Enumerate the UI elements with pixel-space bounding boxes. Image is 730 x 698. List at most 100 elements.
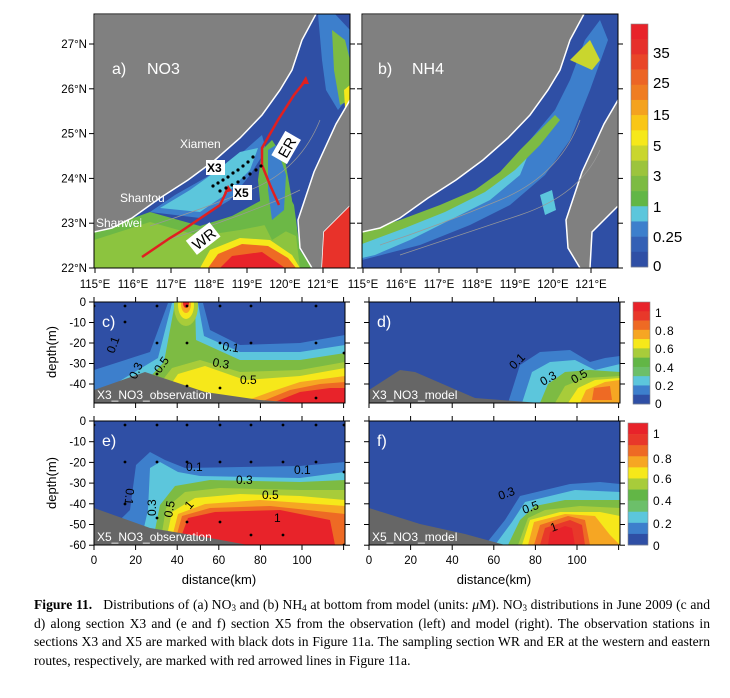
- colorbar-swatch: [631, 221, 648, 237]
- section-f-name: X5_NO3_model: [372, 530, 457, 544]
- mainland-land: [94, 14, 317, 233]
- lat-tick-label: 23°N: [61, 218, 87, 230]
- colorbar-swatch: [628, 467, 648, 479]
- lon-tick-label: 117°E: [156, 279, 187, 291]
- colorbar-label: 0.8: [655, 324, 675, 338]
- depth-tick-label: -10: [69, 437, 86, 449]
- distance-tick-label: 60: [487, 555, 500, 567]
- section-d-name: X3_NO3_model: [372, 388, 457, 402]
- caption-subscript: 4: [302, 603, 307, 613]
- section-panel-c: [94, 302, 345, 403]
- colorbar-swatch: [633, 320, 650, 331]
- distance-tick-label: 60: [212, 555, 225, 567]
- map-b-title: NH4: [412, 61, 444, 78]
- map-a-frame: [93, 13, 351, 269]
- contour-label: 0.3: [211, 355, 230, 372]
- contour-label: 0.5: [161, 499, 178, 518]
- colorbar-swatch: [628, 456, 648, 468]
- colorbar-swatch: [633, 302, 650, 312]
- lat-tick-label: 24°N: [61, 173, 87, 185]
- seabed: [369, 508, 505, 545]
- distance-tick-label: 0: [366, 555, 372, 567]
- colorbar-swatch: [628, 533, 648, 546]
- depth-tick-label: -60: [69, 540, 86, 552]
- map-axis-ticks: 27°N 26°N 25°N 24°N 23°N 22°N 115°E 116°E 117°E 1…: [61, 39, 623, 291]
- lon-tick-label: 119°E: [232, 279, 263, 291]
- colorbar-label: 1: [653, 199, 661, 216]
- colorbar-section-f: 1 0.8 0.6 0.4 0.2 0: [627, 422, 673, 553]
- section-e-label: e): [102, 433, 116, 450]
- lon-tick-label: 118°E: [462, 279, 493, 291]
- depth-tick-label: -50: [69, 520, 86, 532]
- lat-tick-label: 22°N: [61, 263, 87, 275]
- caption-mu: μ: [472, 597, 480, 612]
- contour-label: 0.3: [496, 484, 517, 503]
- colorbar-label: 1: [653, 427, 661, 441]
- colorbar-swatch: [628, 478, 648, 490]
- colorbar-swatch: [628, 511, 648, 524]
- distance-tick-label: 40: [171, 555, 184, 567]
- depth-tick-label: -30: [69, 359, 86, 371]
- route-er-arrowhead: [301, 76, 309, 84]
- seabed: [369, 370, 540, 403]
- map-b-label: b): [378, 61, 392, 78]
- colorbar-label: 0: [655, 397, 663, 411]
- distance-tick-label: 80: [254, 555, 267, 567]
- caption-text: and (b) NH: [235, 597, 303, 612]
- x-axis-label-f: distance(km): [457, 572, 531, 587]
- colorbar-swatch: [631, 54, 648, 70]
- colorbar-frame: [630, 23, 649, 268]
- contour-label: 0.1: [186, 460, 203, 474]
- colorbar-swatch: [631, 69, 648, 86]
- colorbar-swatch: [631, 39, 648, 55]
- colorbar-swatch: [631, 160, 648, 177]
- colorbar-swatch: [628, 522, 648, 535]
- lon-tick-label: 116°E: [386, 279, 417, 291]
- colorbar-frame: [632, 301, 651, 405]
- caption-figure-number: Figure 11.: [34, 597, 93, 612]
- colorbar-label: 15: [653, 107, 670, 124]
- lon-tick-label: 115°E: [348, 279, 379, 291]
- colorbar-label: 1: [655, 306, 663, 320]
- colorbar-swatch: [631, 251, 648, 268]
- colorbar-swatch: [628, 500, 648, 513]
- caption-subscript: 3: [522, 603, 527, 613]
- colorbar-swatch: [631, 130, 648, 146]
- place-xiamen: Xiamen: [180, 137, 221, 151]
- distance-tick-label: 40: [446, 555, 459, 567]
- colorbar-label: 0.2: [653, 517, 673, 531]
- colorbar-swatch: [628, 423, 648, 435]
- depth-tick-label: -40: [69, 379, 86, 391]
- colorbar-label: 0.4: [653, 494, 673, 508]
- lon-tick-label: 120°E: [537, 279, 569, 291]
- colorbar-swatch: [633, 311, 650, 321]
- depth-tick-label: -30: [69, 478, 86, 490]
- route-wr-line: [141, 187, 230, 259]
- colorbar-label: 0.6: [653, 472, 673, 486]
- colorbar-label: 0.4: [655, 361, 675, 375]
- colorbar-map: 35 25 15 5 3 1 0.25 0: [630, 23, 682, 275]
- section-d-label: d): [377, 314, 391, 331]
- lon-tick-label: 116°E: [118, 279, 149, 291]
- y-axis-label-x3: depth(m): [44, 326, 59, 378]
- distance-tick-label: 80: [529, 555, 542, 567]
- colorbar-frame: [627, 422, 649, 546]
- place-shantou: Shantou: [120, 191, 165, 205]
- section-panel-f: [369, 421, 620, 545]
- colorbar-label: 0: [653, 258, 661, 275]
- colorbar-swatch: [631, 24, 648, 40]
- colorbar-swatch: [631, 84, 648, 101]
- contour-label: 0.3: [145, 499, 159, 516]
- depth-tick-label: 0: [80, 297, 86, 309]
- contour-label: 0.1: [222, 339, 241, 355]
- colorbar-swatch: [628, 434, 648, 446]
- map-a-label: a): [112, 61, 126, 78]
- contour-label: 0.3: [236, 473, 253, 487]
- colorbar-swatch: [631, 145, 648, 161]
- distance-tick-label: 20: [129, 555, 142, 567]
- lon-tick-label: 117°E: [424, 279, 455, 291]
- colorbar-label: 0.8: [653, 452, 673, 466]
- caption-text: at bottom from model (units:: [306, 597, 473, 612]
- colorbar-swatch: [631, 115, 648, 131]
- section-c-name: X3_NO3_observation: [97, 388, 212, 402]
